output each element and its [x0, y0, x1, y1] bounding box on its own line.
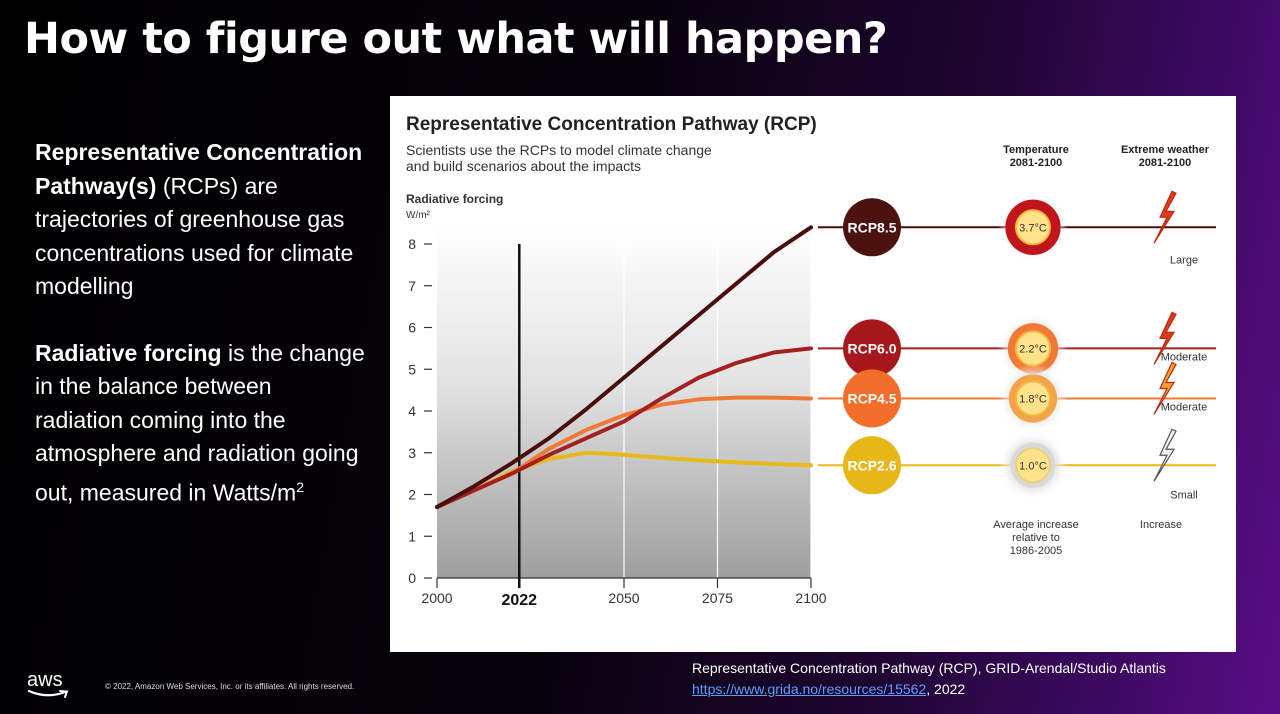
y-tick-label-5: 5 [408, 361, 416, 377]
series-circle-RCP2.6 [843, 436, 901, 495]
series-circle-RCP6.0 [843, 319, 901, 378]
y-tick-label-2: 2 [408, 487, 416, 503]
weather-label-RCP4.5: Moderate [1161, 401, 1207, 413]
temperature-header-1: Temperature [1003, 144, 1069, 156]
lightning-icon-RCP2.6 [1153, 428, 1177, 482]
rcp-definition-text: (RCPs) are trajectories of greenhouse ga… [35, 172, 354, 300]
source-caption: Representative Concentration Pathway (RC… [692, 658, 1166, 700]
temperature-value-RCP6.0: 2.2°C [1019, 343, 1047, 355]
copyright-notice: © 2022, Amazon Web Services, Inc. or its… [105, 682, 355, 691]
temperature-footer-3: 1986-2005 [1010, 545, 1063, 557]
temperature-footer-2: relative to [1012, 532, 1060, 544]
explanation-text: Representative Concentration Pathway(s) … [35, 136, 365, 510]
forcing-term: Radiative forcing [35, 339, 222, 366]
weather-label-RCP2.6: Small [1170, 489, 1198, 501]
series-line-RCP6.0 [435, 346, 813, 509]
y-tick-label-1: 1 [408, 528, 416, 544]
series-circle-RCP4.5 [843, 369, 901, 428]
weather-footer: Increase [1140, 519, 1182, 531]
aws-smile-icon [27, 689, 69, 698]
series-label-RCP8.5: RCP8.5 [847, 219, 896, 235]
unit-superscript: 2 [296, 478, 304, 495]
lightning-icon-RCP8.5 [1153, 190, 1177, 244]
rcp-definition: Representative Concentration Pathway(s) … [35, 136, 365, 304]
slide-title: How to figure out what will happen? [24, 14, 888, 64]
x-tick-label-2075: 2075 [702, 590, 733, 606]
chart-subtitle-line2: and build scenarios about the impacts [406, 158, 641, 174]
x-tick-label-2100: 2100 [795, 590, 826, 606]
y-tick-label-8: 8 [408, 236, 416, 252]
temperature-core-RCP4.5 [1015, 380, 1051, 417]
series-line-RCP8.5 [435, 225, 813, 509]
y-tick-label-6: 6 [408, 320, 416, 336]
series-circle-RCP8.5 [843, 198, 901, 257]
rcp-figure: Representative Concentration Pathway (RC… [390, 96, 1236, 652]
weather-label-RCP6.0: Moderate [1161, 351, 1207, 363]
caption-year: , 2022 [926, 681, 966, 697]
y-axis-unit: W/m² [406, 210, 431, 221]
temperature-value-RCP8.5: 3.7°C [1019, 222, 1047, 234]
caption-link-line: https://www.grida.no/resources/15562, 20… [692, 679, 1166, 700]
source-link[interactable]: https://www.grida.no/resources/15562 [692, 681, 927, 697]
aws-logo: aws [27, 669, 71, 699]
weather-label-RCP8.5: Large [1170, 254, 1198, 266]
weather-header-1: Extreme weather [1121, 144, 1210, 156]
temperature-value-RCP4.5: 1.8°C [1019, 393, 1047, 405]
caption-text: Representative Concentration Pathway (RC… [692, 660, 1166, 676]
y-tick-label-7: 7 [408, 278, 416, 294]
temperature-header-2: 2081-2100 [1010, 157, 1063, 169]
series-label-RCP4.5: RCP4.5 [847, 390, 896, 406]
y-tick-label-0: 0 [408, 570, 416, 586]
series-label-RCP2.6: RCP2.6 [847, 457, 896, 473]
lightning-icon-RCP4.5 [1153, 361, 1177, 415]
chart-subtitle-line1: Scientists use the RCPs to model climate… [406, 142, 712, 158]
y-tick-label-4: 4 [408, 403, 416, 419]
x-tick-label-2050: 2050 [608, 590, 639, 606]
chart-title: Representative Concentration Pathway (RC… [406, 114, 817, 135]
rcp-term: Representative Concentration Pathway(s) [35, 139, 363, 199]
temperature-core-RCP8.5 [1015, 209, 1051, 246]
aws-logo-text: aws [27, 669, 63, 691]
forcing-definition: Radiative forcing is the change in the b… [35, 337, 365, 510]
y-tick-label-3: 3 [408, 445, 416, 461]
x-tick-label-2000: 2000 [421, 590, 452, 606]
temperature-footer-1: Average increase [993, 519, 1078, 531]
lightning-icon-RCP6.0 [1153, 311, 1177, 365]
temperature-value-RCP2.6: 1.0°C [1019, 460, 1047, 472]
weather-header-2: 2081-2100 [1139, 157, 1192, 169]
forcing-definition-text: is the change in the balance between rad… [35, 339, 365, 506]
temperature-core-RCP2.6 [1015, 447, 1051, 484]
series-label-RCP6.0: RCP6.0 [847, 340, 896, 356]
x-tick-label-2022: 2022 [501, 592, 537, 609]
y-axis-label: Radiative forcing [406, 192, 503, 206]
rcp-chart: Representative Concentration Pathway (RC… [406, 114, 1216, 609]
